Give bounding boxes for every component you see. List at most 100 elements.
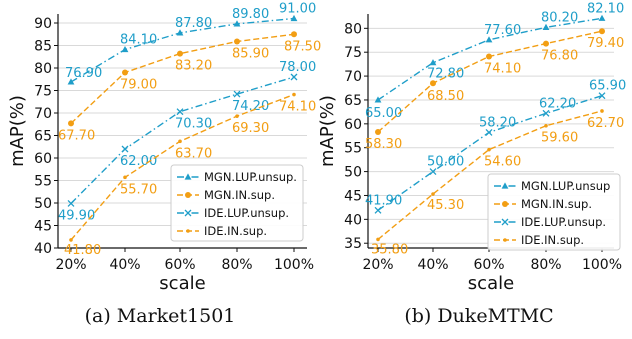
legend-marker xyxy=(501,218,509,226)
data-point xyxy=(486,53,492,60)
legend-entry: MGN.LUP.unsup xyxy=(494,179,610,193)
data-point xyxy=(233,20,241,27)
data-label: 68.50 xyxy=(427,89,464,104)
data-point xyxy=(430,80,436,87)
data-label: 59.60 xyxy=(541,131,578,146)
legend-marker xyxy=(502,201,508,207)
data-point xyxy=(123,175,127,180)
data-label: 76.90 xyxy=(65,66,102,81)
data-label: 74.10 xyxy=(279,100,316,115)
y-tick-label: 85 xyxy=(34,39,52,55)
panel-caption: (b) DukeMTMC xyxy=(404,305,553,327)
legend-marker xyxy=(501,182,509,189)
data-label: 45.30 xyxy=(427,198,464,213)
data-point xyxy=(542,23,550,30)
data-label: 58.20 xyxy=(479,115,516,130)
legend-marker xyxy=(184,209,192,217)
data-label: 85.90 xyxy=(232,46,269,61)
y-axis-label: mAP(%) xyxy=(7,95,28,167)
data-point xyxy=(376,237,380,242)
data-point xyxy=(290,14,298,22)
data-label: 50.00 xyxy=(427,155,464,170)
y-tick-label: 65 xyxy=(344,93,362,109)
legend-label: MGN.IN.sup. xyxy=(204,188,275,202)
data-point xyxy=(69,238,73,242)
y-tick-label: 60 xyxy=(344,117,362,133)
legend-marker xyxy=(184,173,192,180)
y-tick-label: 90 xyxy=(34,16,52,32)
series-line xyxy=(377,110,603,240)
data-point xyxy=(67,199,75,207)
data-label: 49.90 xyxy=(58,208,95,223)
x-axis-label: scale xyxy=(159,273,205,294)
legend-entry: IDE.IN.sup. xyxy=(177,224,267,238)
data-point xyxy=(600,109,604,113)
data-label: 80.20 xyxy=(541,10,578,25)
series-3: 49.90 62.00 70.30 74.20 78.00 xyxy=(58,60,316,223)
data-point xyxy=(599,28,605,35)
x-axis-label: scale xyxy=(468,273,514,294)
data-label: 79.00 xyxy=(120,78,157,93)
y-tick-label: 75 xyxy=(344,45,362,61)
y-tick-label: 55 xyxy=(34,174,52,190)
data-point xyxy=(485,36,493,43)
legend-entry: IDE.LUP.unsup. xyxy=(177,206,289,220)
y-tick-label: 50 xyxy=(344,165,362,181)
data-point xyxy=(375,128,381,135)
data-point xyxy=(178,139,182,144)
y-tick-label: 75 xyxy=(34,84,52,100)
x-tick-label: 80% xyxy=(221,257,252,273)
data-label: 67.70 xyxy=(58,128,95,143)
data-label: 74.20 xyxy=(232,99,269,114)
data-label: 55.70 xyxy=(120,182,157,197)
data-point xyxy=(122,69,128,76)
data-point xyxy=(290,73,298,81)
panel-caption: (a) Market1501 xyxy=(85,305,236,327)
data-point xyxy=(291,31,297,38)
legend-entry: IDE.LUP.unsup. xyxy=(494,215,606,229)
data-point xyxy=(121,45,129,53)
x-tick-label: 40% xyxy=(417,257,448,273)
data-label: 89.80 xyxy=(232,7,269,22)
x-tick-label: 20% xyxy=(362,257,393,273)
y-axis-label: mAP(%) xyxy=(317,95,338,167)
data-point xyxy=(431,192,435,196)
x-tick-label: 100% xyxy=(274,257,314,273)
x-tick-label: 100% xyxy=(582,257,622,273)
data-label: 72.80 xyxy=(427,67,464,82)
x-tick-label: 40% xyxy=(109,257,140,273)
y-tick-label: 40 xyxy=(344,212,362,228)
legend-box xyxy=(170,164,304,242)
data-point xyxy=(598,14,606,21)
data-label: 41.90 xyxy=(365,193,402,208)
data-point xyxy=(429,59,437,66)
series-4: 41.80 55.70 63.70 69.30 74.10 xyxy=(64,92,316,258)
data-label: 41.80 xyxy=(64,243,101,258)
legend-label: MGN.IN.sup. xyxy=(521,197,592,211)
data-point xyxy=(233,90,241,98)
legend-entry: MGN.IN.sup. xyxy=(494,197,592,211)
data-label: 78.00 xyxy=(279,60,316,75)
y-tick-label: 55 xyxy=(344,141,362,157)
legend-label: MGN.LUP.unsup xyxy=(521,179,610,193)
data-point xyxy=(374,206,382,214)
legend-label: IDE.IN.sup. xyxy=(521,233,584,247)
data-label: 77.60 xyxy=(484,23,521,38)
data-label: 62.70 xyxy=(587,116,624,131)
data-point xyxy=(68,120,74,127)
legend-box xyxy=(487,173,621,251)
data-point xyxy=(121,145,129,153)
data-label: 76.80 xyxy=(541,49,578,64)
legend: MGN.LUP.unsup MGN.IN.sup. IDE.LUP.unsup. ID… xyxy=(487,173,621,251)
data-label: 65.90 xyxy=(589,79,626,94)
y-tick-label: 45 xyxy=(34,219,52,235)
y-tick-label: 80 xyxy=(34,61,52,77)
chart-panel-2: 35 40 45 50 55 60 65 70 75 80 20% 40% 60% 80% 100% scal… xyxy=(317,1,626,327)
x-tick-label: 20% xyxy=(55,257,86,273)
x-tick-label: 60% xyxy=(473,257,504,273)
data-point xyxy=(429,168,437,176)
series-2: 58.30 68.50 74.10 76.80 79.40 xyxy=(365,28,624,152)
series-line xyxy=(70,76,295,204)
data-label: 69.30 xyxy=(232,121,269,136)
